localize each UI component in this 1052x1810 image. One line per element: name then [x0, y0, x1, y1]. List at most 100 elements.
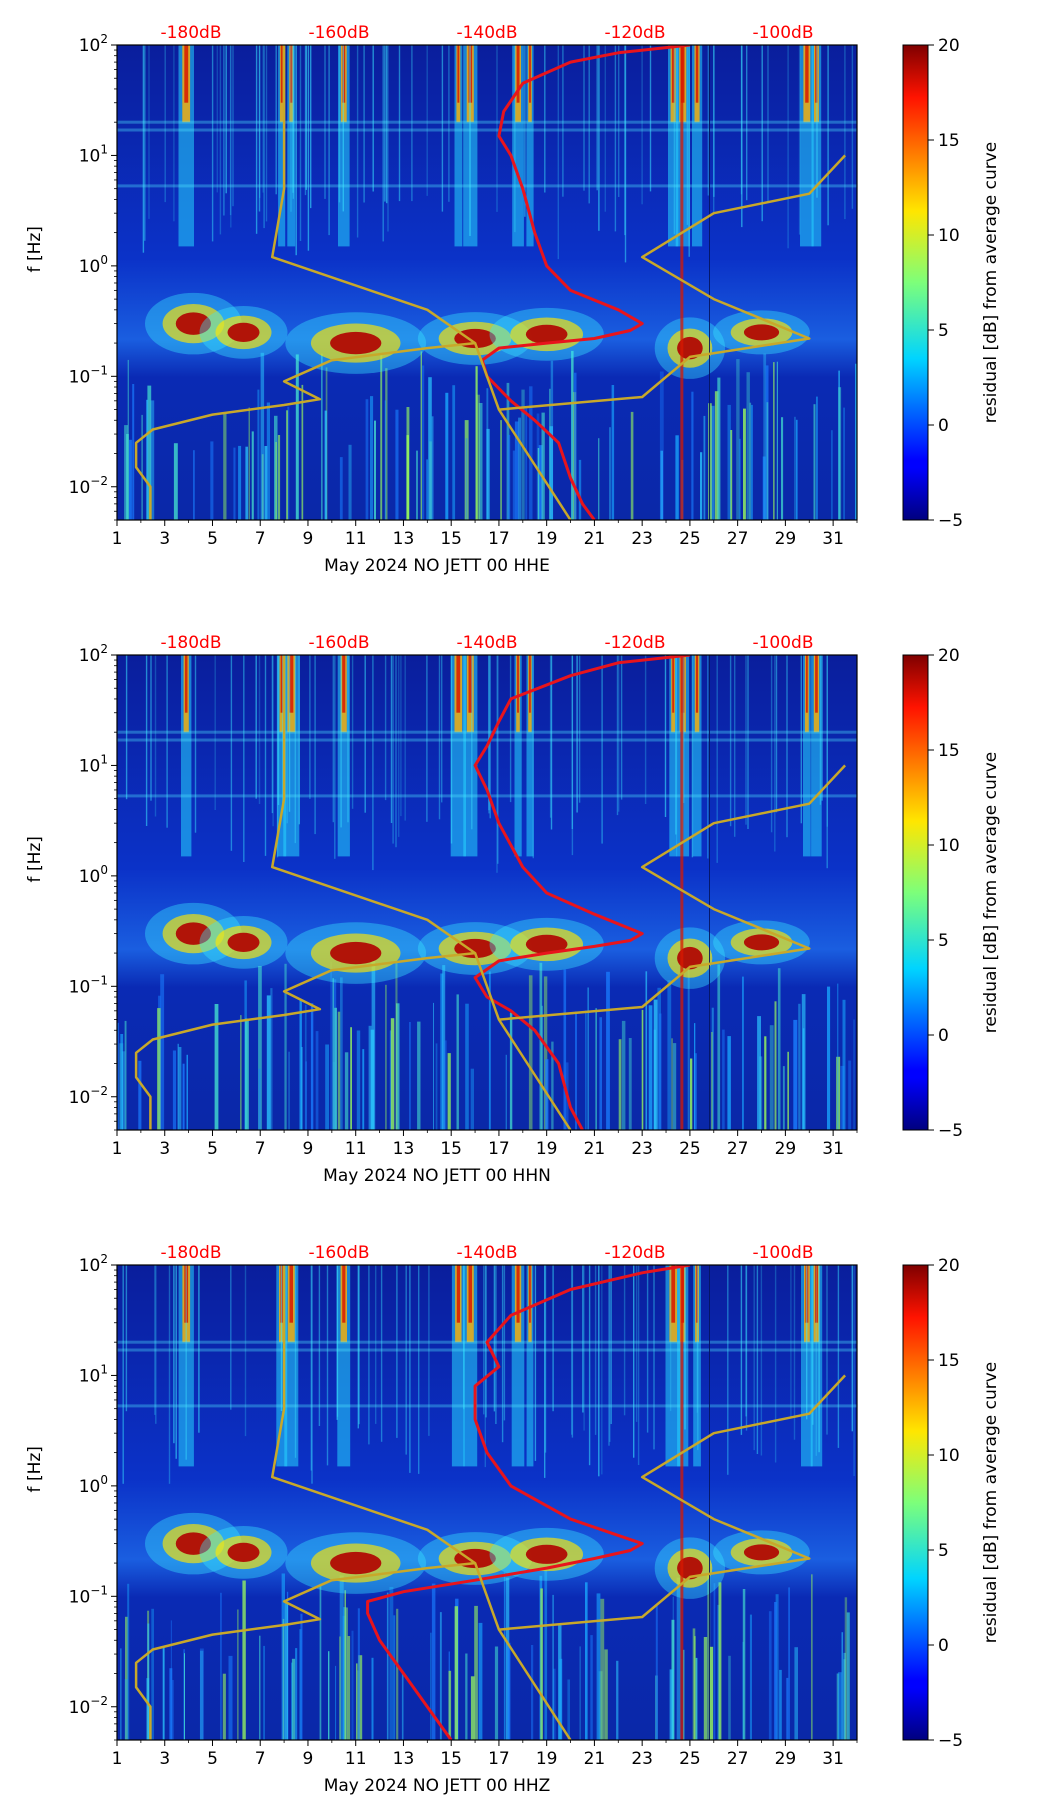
db-scale-label: -120dB	[604, 633, 665, 653]
x-tick-label: 21	[584, 529, 606, 549]
x-tick-label: 13	[393, 529, 415, 549]
db-scale-label: -120dB	[604, 1243, 665, 1263]
db-scale-label: -180dB	[160, 633, 221, 653]
noise-model-high-curve	[498, 154, 847, 411]
x-tick-label: 9	[303, 1139, 314, 1159]
db-scale-label: -180dB	[160, 1243, 221, 1263]
x-tick-label: 11	[345, 1139, 367, 1159]
x-tick-label: 21	[584, 1749, 606, 1769]
x-tick-label: 7	[255, 1139, 266, 1159]
colorbar-tick-label: 0	[938, 1026, 949, 1046]
average-psd-curve	[366, 1265, 691, 1740]
x-tick-label: 27	[727, 529, 749, 549]
average-psd-curve	[480, 45, 691, 520]
x-tick-label: 11	[345, 1749, 367, 1769]
y-tick-label: 10−1	[69, 363, 108, 387]
colorbar-tick-label: 20	[938, 36, 960, 56]
noise-model-high-curve	[498, 764, 847, 1021]
x-tick-label: 29	[775, 1749, 797, 1769]
x-tick-label: 11	[345, 529, 367, 549]
x-tick-label: 3	[159, 1139, 170, 1159]
colorbar-label: residual [dB] from average curve	[981, 1362, 1001, 1643]
y-axis-label: f [Hz]	[25, 836, 45, 882]
x-axis-label: May 2024 NO JETT 00 HHE	[324, 556, 550, 576]
db-scale-label: -100dB	[752, 23, 813, 43]
x-tick-label: 23	[631, 1749, 653, 1769]
y-tick-label: 101	[79, 1362, 108, 1386]
x-tick-label: 19	[536, 1749, 558, 1769]
x-tick-label: 1	[112, 1139, 123, 1159]
x-tick-label: 13	[393, 1139, 415, 1159]
db-scale-label: -160dB	[308, 1243, 369, 1263]
x-tick-label: 15	[440, 1139, 462, 1159]
x-tick-label: 5	[207, 1749, 218, 1769]
x-tick-label: 25	[679, 1139, 701, 1159]
x-tick-label: 9	[303, 529, 314, 549]
db-scale-label: -160dB	[308, 23, 369, 43]
y-tick-label: 102	[79, 642, 108, 666]
x-tick-label: 1	[112, 529, 123, 549]
colorbar	[902, 1264, 929, 1741]
y-tick-label: 100	[79, 863, 108, 887]
colorbar-tick-label: 5	[938, 321, 949, 341]
colorbar-tick-label: 15	[938, 131, 960, 151]
plot-frame	[116, 654, 858, 1131]
noise-model-curve	[134, 655, 572, 1130]
y-tick-label: 101	[79, 752, 108, 776]
x-tick-label: 3	[159, 529, 170, 549]
colorbar-tick-label: 15	[938, 741, 960, 761]
colorbar	[902, 44, 929, 521]
spectrogram-image	[117, 45, 857, 520]
x-axis-label: May 2024 NO JETT 00 HHZ	[324, 1776, 551, 1796]
x-axis-label: May 2024 NO JETT 00 HHN	[323, 1166, 551, 1186]
db-scale-label: -140dB	[456, 23, 517, 43]
x-tick-label: 7	[255, 529, 266, 549]
x-tick-label: 17	[488, 1139, 510, 1159]
noise-model-high-curve	[498, 1374, 847, 1631]
y-tick-label: 10−1	[69, 973, 108, 997]
x-tick-label: 29	[775, 529, 797, 549]
colorbar-tick-label: 10	[938, 226, 960, 246]
spectrogram-image	[117, 655, 857, 1130]
db-scale-label: -100dB	[752, 1243, 813, 1263]
x-tick-label: 5	[207, 529, 218, 549]
colorbar-label: residual [dB] from average curve	[981, 142, 1001, 423]
y-tick-label: 10−2	[69, 1084, 108, 1108]
x-tick-label: 25	[679, 529, 701, 549]
x-tick-label: 19	[536, 1139, 558, 1159]
y-tick-label: 102	[79, 1252, 108, 1276]
colorbar-tick-label: −5	[938, 1121, 963, 1141]
y-tick-label: 100	[79, 253, 108, 277]
db-scale-label: -100dB	[752, 633, 813, 653]
x-tick-label: 9	[303, 1749, 314, 1769]
x-tick-label: 15	[440, 1749, 462, 1769]
y-axis-label: f [Hz]	[25, 1446, 45, 1492]
colorbar-tick-label: 0	[938, 1636, 949, 1656]
noise-model-curve	[134, 1265, 572, 1740]
colorbar-tick-label: 0	[938, 416, 949, 436]
x-tick-label: 17	[488, 1749, 510, 1769]
colorbar-tick-label: 20	[938, 646, 960, 666]
colorbar-tick-label: 5	[938, 931, 949, 951]
y-tick-label: 102	[79, 32, 108, 56]
x-tick-label: 5	[207, 1139, 218, 1159]
spectrogram-image	[117, 1265, 857, 1740]
plot-frame	[116, 1264, 858, 1741]
x-tick-label: 1	[112, 1749, 123, 1769]
colorbar-tick-label: 5	[938, 1541, 949, 1561]
x-tick-label: 15	[440, 529, 462, 549]
db-scale-label: -140dB	[456, 633, 517, 653]
colorbar-tick-label: −5	[938, 1731, 963, 1751]
colorbar-tick-label: −5	[938, 511, 963, 531]
x-tick-label: 29	[775, 1139, 797, 1159]
average-psd-curve	[473, 655, 691, 1130]
colorbar-label: residual [dB] from average curve	[981, 752, 1001, 1033]
y-tick-label: 10−1	[69, 1583, 108, 1607]
y-axis-label: f [Hz]	[25, 226, 45, 272]
db-scale-label: -180dB	[160, 23, 221, 43]
plot-frame	[116, 44, 858, 521]
db-scale-label: -140dB	[456, 1243, 517, 1263]
